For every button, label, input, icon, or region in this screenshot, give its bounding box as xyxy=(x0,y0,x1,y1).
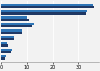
Bar xyxy=(1,36,14,38)
Bar xyxy=(1,19,29,21)
Bar xyxy=(1,29,22,32)
Bar xyxy=(1,23,34,25)
Bar xyxy=(1,10,86,12)
Bar xyxy=(1,44,8,47)
Bar xyxy=(1,38,14,40)
Bar xyxy=(1,55,6,57)
Bar xyxy=(1,49,12,51)
Bar xyxy=(1,12,86,15)
Bar xyxy=(1,51,11,53)
Bar xyxy=(1,6,94,8)
Bar xyxy=(1,57,5,60)
Bar xyxy=(1,32,22,34)
Bar xyxy=(1,16,27,19)
Bar xyxy=(1,25,32,27)
Bar xyxy=(1,42,7,44)
Bar xyxy=(1,4,93,6)
